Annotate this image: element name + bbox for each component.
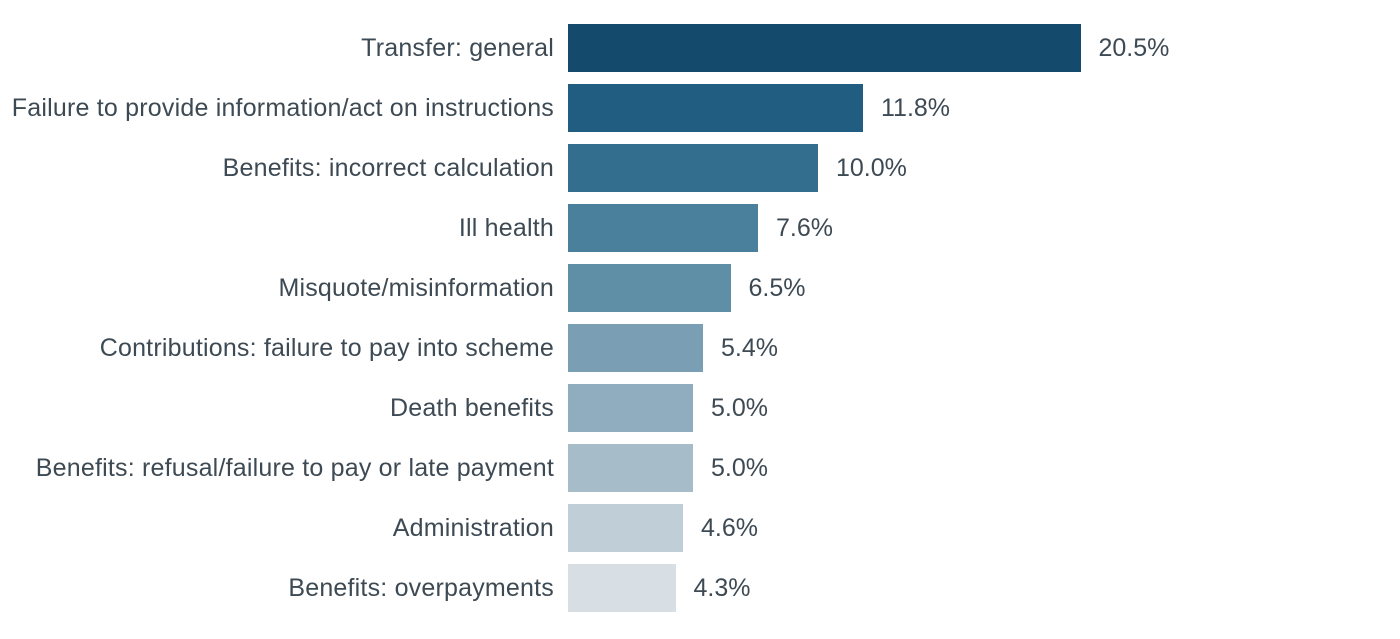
chart-row: Benefits: overpayments 4.3% xyxy=(0,558,1400,618)
row-value: 4.3% xyxy=(694,574,751,603)
row-label-cell: Misquote/misinformation xyxy=(0,274,568,303)
row-label-cell: Benefits: overpayments xyxy=(0,574,568,603)
bar-area: 11.8% xyxy=(568,78,1368,138)
bar-area: 20.5% xyxy=(568,18,1368,78)
row-value: 5.0% xyxy=(711,454,768,483)
bar xyxy=(568,504,683,552)
chart-row: Administration 4.6% xyxy=(0,498,1400,558)
bar-area: 5.4% xyxy=(568,318,1368,378)
chart-row: Benefits: incorrect calculation 10.0% xyxy=(0,138,1400,198)
bar xyxy=(568,444,693,492)
row-value: 5.0% xyxy=(711,394,768,423)
bar xyxy=(568,84,863,132)
row-label: Failure to provide information/act on in… xyxy=(12,94,554,122)
chart-row: Contributions: failure to pay into schem… xyxy=(0,318,1400,378)
row-label: Transfer: general xyxy=(361,34,554,62)
bar-area: 4.3% xyxy=(568,558,1368,618)
row-value: 11.8% xyxy=(881,94,950,123)
chart-row: Benefits: refusal/failure to pay or late… xyxy=(0,438,1400,498)
bar xyxy=(568,144,818,192)
bar xyxy=(568,204,758,252)
bar-area: 5.0% xyxy=(568,378,1368,438)
row-label-cell: Failure to provide information/act on in… xyxy=(0,94,568,123)
bar xyxy=(568,324,703,372)
row-value: 7.6% xyxy=(776,214,833,243)
bar xyxy=(568,24,1081,72)
bar xyxy=(568,564,676,612)
row-label: Benefits: overpayments xyxy=(288,574,554,602)
row-label-cell: Benefits: incorrect calculation xyxy=(0,154,568,183)
row-label: Contributions: failure to pay into schem… xyxy=(100,334,554,362)
horizontal-bar-chart: Transfer: general 20.5% Failure to provi… xyxy=(0,0,1400,639)
row-value: 6.5% xyxy=(749,274,806,303)
row-label: Benefits: refusal/failure to pay or late… xyxy=(36,454,554,482)
row-label-cell: Ill health xyxy=(0,214,568,243)
chart-row: Death benefits 5.0% xyxy=(0,378,1400,438)
row-label: Administration xyxy=(393,514,554,542)
chart-row: Misquote/misinformation 6.5% xyxy=(0,258,1400,318)
row-label-cell: Contributions: failure to pay into schem… xyxy=(0,334,568,363)
bar-area: 4.6% xyxy=(568,498,1368,558)
row-label: Misquote/misinformation xyxy=(278,274,554,302)
row-label-cell: Administration xyxy=(0,514,568,543)
row-value: 4.6% xyxy=(701,514,758,543)
row-value: 10.0% xyxy=(836,154,907,183)
row-label-cell: Transfer: general xyxy=(0,34,568,63)
row-label: Death benefits xyxy=(390,394,554,422)
row-value: 20.5% xyxy=(1099,34,1170,63)
row-value: 5.4% xyxy=(721,334,778,363)
bar xyxy=(568,264,731,312)
chart-row: Transfer: general 20.5% xyxy=(0,18,1400,78)
bar-area: 5.0% xyxy=(568,438,1368,498)
row-label-cell: Benefits: refusal/failure to pay or late… xyxy=(0,454,568,483)
row-label: Ill health xyxy=(459,214,554,242)
bar-area: 10.0% xyxy=(568,138,1368,198)
bar xyxy=(568,384,693,432)
chart-row: Failure to provide information/act on in… xyxy=(0,78,1400,138)
chart-row: Ill health 7.6% xyxy=(0,198,1400,258)
bar-area: 6.5% xyxy=(568,258,1368,318)
row-label-cell: Death benefits xyxy=(0,394,568,423)
row-label: Benefits: incorrect calculation xyxy=(223,154,554,182)
bar-area: 7.6% xyxy=(568,198,1368,258)
